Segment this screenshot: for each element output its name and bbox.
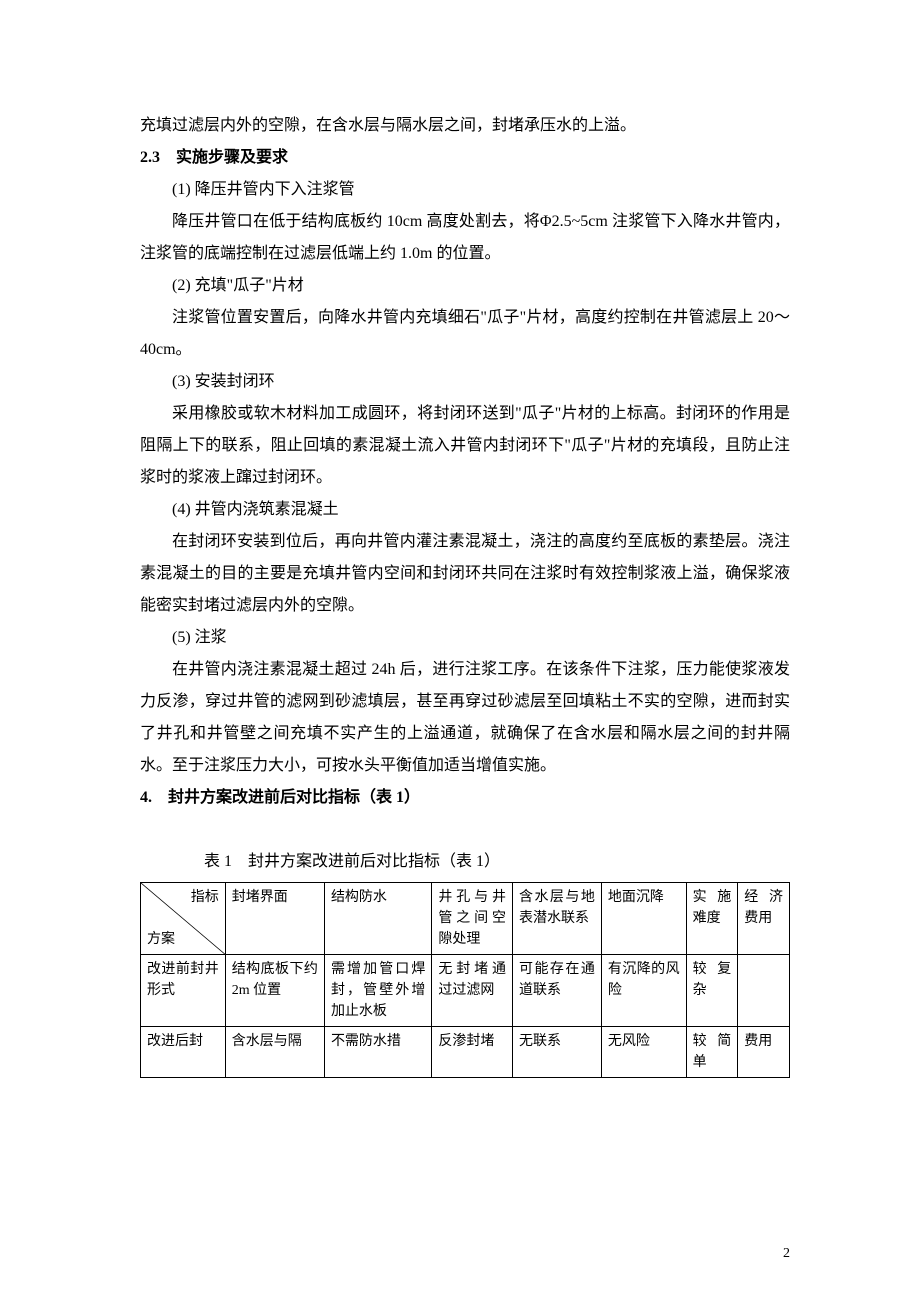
table-diag-header: 指标 方案 [141, 883, 226, 955]
table-header: 结构防水 [324, 883, 431, 955]
table-caption: 表 1 封井方案改进前后对比指标（表 1） [140, 846, 790, 878]
table-header: 封堵界面 [225, 883, 324, 955]
table-cell [738, 955, 790, 1027]
step-1-title: (1) 降压井管内下入注浆管 [140, 174, 790, 206]
table-cell: 无封堵通过过滤网 [432, 955, 513, 1027]
table-header: 实施难度 [686, 883, 738, 955]
step-2-title: (2) 充填"瓜子"片材 [140, 270, 790, 302]
step-3-title: (3) 安装封闭环 [140, 366, 790, 398]
table-row: 改进后封含水层与隔不需防水措反渗封堵无联系无风险较简单费用 [141, 1027, 790, 1078]
step-5-title: (5) 注浆 [140, 622, 790, 654]
table-row: 改进前封井形式结构底板下约 2m 位置需增加管口焊封，管壁外增加止水板无封堵通过… [141, 955, 790, 1027]
table-header: 井孔与井管之间空隙处理 [432, 883, 513, 955]
page-number: 2 [783, 1246, 790, 1262]
table-cell: 较复杂 [686, 955, 738, 1027]
table-cell: 反渗封堵 [432, 1027, 513, 1078]
row-label: 改进前封井形式 [141, 955, 226, 1027]
table-header: 含水层与地表潜水联系 [513, 883, 602, 955]
heading-2-3: 2.3 实施步骤及要求 [140, 142, 790, 174]
step-2-body: 注浆管位置安置后，向降水井管内充填细石"瓜子"片材，高度约控制在井管滤层上 20… [140, 302, 790, 366]
table-cell: 结构底板下约 2m 位置 [225, 955, 324, 1027]
heading-4: 4. 封井方案改进前后对比指标（表 1） [140, 782, 790, 814]
table-cell: 无风险 [601, 1027, 686, 1078]
paragraph-intro: 充填过滤层内外的空隙，在含水层与隔水层之间，封堵承压水的上溢。 [140, 110, 790, 142]
comparison-table: 指标 方案 封堵界面 结构防水 井孔与井管之间空隙处理 含水层与地表潜水联系 地… [140, 882, 790, 1078]
table-header: 地面沉降 [601, 883, 686, 955]
diag-bottom-label: 方案 [147, 929, 175, 950]
step-4-body: 在封闭环安装到位后，再向井管内灌注素混凝土，浇注的高度约至底板的素垫层。浇注素混… [140, 526, 790, 622]
table-cell: 可能存在通道联系 [513, 955, 602, 1027]
step-3-body: 采用橡胶或软木材料加工成圆环，将封闭环送到"瓜子"片材的上标高。封闭环的作用是阻… [140, 398, 790, 494]
table-cell: 含水层与隔 [225, 1027, 324, 1078]
table-cell: 需增加管口焊封，管壁外增加止水板 [324, 955, 431, 1027]
diag-top-label: 指标 [191, 887, 219, 908]
table-cell: 费用 [738, 1027, 790, 1078]
row-label: 改进后封 [141, 1027, 226, 1078]
table-header-row: 指标 方案 封堵界面 结构防水 井孔与井管之间空隙处理 含水层与地表潜水联系 地… [141, 883, 790, 955]
table-cell: 有沉降的风险 [601, 955, 686, 1027]
step-4-title: (4) 井管内浇筑素混凝土 [140, 494, 790, 526]
table-cell: 无联系 [513, 1027, 602, 1078]
table-cell: 较简单 [686, 1027, 738, 1078]
step-5-body: 在井管内浇注素混凝土超过 24h 后，进行注浆工序。在该条件下注浆，压力能使浆液… [140, 654, 790, 782]
table-header: 经济费用 [738, 883, 790, 955]
table-cell: 不需防水措 [324, 1027, 431, 1078]
step-1-body: 降压井管口在低于结构底板约 10cm 高度处割去，将Φ2.5~5cm 注浆管下入… [140, 206, 790, 270]
